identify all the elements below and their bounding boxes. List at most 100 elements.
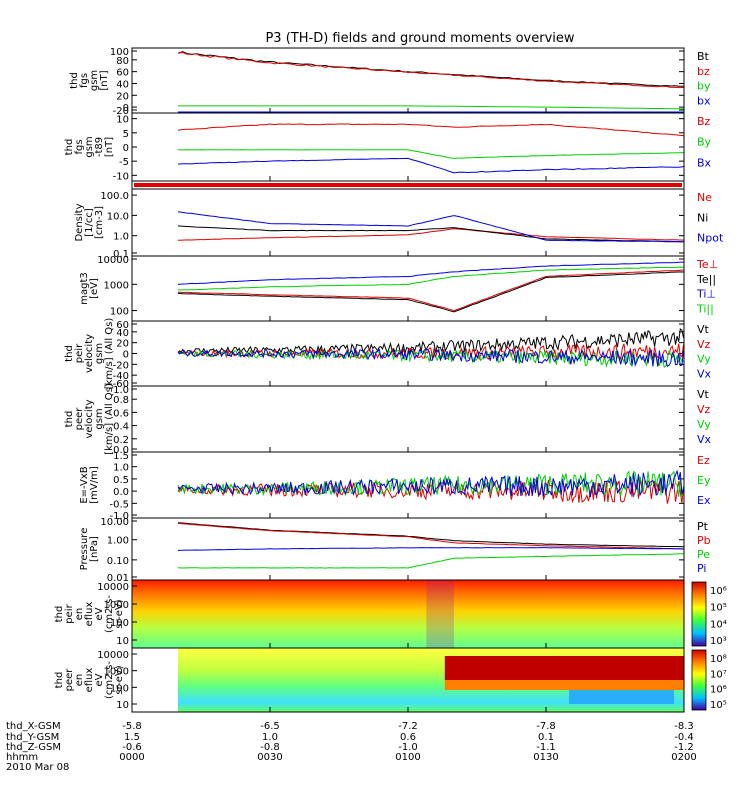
x-tick-label: 0130 bbox=[533, 752, 558, 763]
y-axis-label: magt3 bbox=[79, 272, 90, 305]
y-tick-label: 100 bbox=[110, 307, 129, 318]
series-Vt-line bbox=[177, 328, 684, 355]
y-tick-label: -60 bbox=[113, 379, 129, 390]
legend-entry-Ne: Ne bbox=[697, 191, 712, 204]
y-tick-label: -20 bbox=[113, 360, 129, 371]
y-tick-label: 5 bbox=[123, 129, 129, 140]
x-tick-label: -6.5 bbox=[260, 721, 280, 732]
x-tick-label: -1.0 bbox=[398, 742, 418, 753]
legend-entry-by: by bbox=[697, 80, 711, 93]
legend-entry-Pe: Pe bbox=[697, 548, 710, 561]
y-tick-label: 80 bbox=[116, 56, 129, 67]
panel-4: 10000 1000 100 magt3 [eV] Te⊥ Te|| Ti⊥Ti|| bbox=[79, 255, 718, 322]
y-tick-label: -5 bbox=[119, 157, 129, 168]
y-axis-label: peer bbox=[74, 407, 85, 431]
y-tick-label: -1.0 bbox=[109, 511, 129, 522]
legend-entry-Ey: Ey bbox=[697, 474, 711, 487]
colorbar-tick-label: 10⁶ bbox=[710, 586, 727, 597]
y-axis-label: en bbox=[74, 608, 85, 621]
y-tick-label: -10 bbox=[113, 171, 129, 182]
y-axis-label: eflux bbox=[84, 602, 95, 627]
y-axis-label: gsm bbox=[94, 408, 105, 429]
series-Pi-line bbox=[177, 547, 685, 551]
y-axis-label: fgs bbox=[79, 73, 90, 88]
legend-entry-Pi: Pi bbox=[697, 562, 706, 575]
series-Te⊥-line bbox=[177, 269, 685, 312]
series-Bt-line bbox=[177, 51, 685, 87]
panel-6: 1.00.8 0.6 0.4 0.20.0 thd peer velocity gsm [km/… bbox=[64, 383, 712, 456]
y-axis-label: thd bbox=[54, 606, 65, 623]
series-Bz-line bbox=[177, 123, 685, 137]
y-tick-label: 1000 bbox=[104, 280, 129, 291]
x-axis-row-label: 2010 Mar 08 bbox=[6, 762, 69, 773]
spectrogram-hot-band bbox=[444, 656, 684, 680]
spectrogram-cold-band bbox=[569, 690, 674, 704]
y-tick-label: 1.0 bbox=[113, 463, 129, 474]
x-tick-label: -1.1 bbox=[536, 742, 556, 753]
y-tick-label: 100 bbox=[110, 618, 129, 629]
y-tick-label: 0.8 bbox=[113, 395, 129, 406]
y-axis-label: [nT] bbox=[104, 137, 115, 157]
legend-entry-Ni: Ni bbox=[697, 211, 708, 224]
y-tick-label: 10000 bbox=[97, 650, 129, 661]
y-tick-label: 1000 bbox=[104, 600, 129, 611]
panel-2: 10 5 0 -5 -10 thd fgs gsm -t89 [nT] Bz By Bx bbox=[64, 112, 712, 182]
legend-entry-Te||: Te|| bbox=[696, 273, 716, 286]
legend-entry-Vx: Vx bbox=[697, 433, 712, 446]
y-axis-label: thd bbox=[64, 411, 75, 428]
colorbar-tick-label: 10⁸ bbox=[710, 654, 727, 665]
y-axis-label: velocity bbox=[84, 334, 95, 373]
series-Te||-line bbox=[177, 271, 685, 313]
chart-title: P3 (TH-D) fields and ground moments over… bbox=[265, 31, 574, 46]
y-axis-label: eV bbox=[94, 673, 105, 686]
y-axis-label: peer bbox=[64, 668, 75, 692]
y-tick-label: 10.0 bbox=[107, 211, 129, 222]
y-tick-label: 0.6 bbox=[113, 408, 129, 419]
y-tick-label: 0.10 bbox=[107, 556, 129, 567]
y-tick-label: -0.5 bbox=[109, 499, 129, 510]
y-axis-label: [nPa] bbox=[89, 536, 100, 562]
y-tick-label: -40 bbox=[113, 371, 129, 382]
y-axis-label: velocity bbox=[84, 399, 95, 438]
y-tick-label: 20 bbox=[116, 339, 129, 350]
y-axis-label: gsm bbox=[84, 136, 95, 157]
y-tick-label: 0.01 bbox=[107, 573, 129, 584]
colorbar-tick-label: 10⁷ bbox=[710, 669, 727, 680]
y-tick-label: 60 bbox=[116, 320, 129, 331]
colorbar-tick-label: 10⁵ bbox=[710, 603, 727, 614]
y-axis-label: (cm2-s- bbox=[104, 595, 115, 633]
y-axis-label: peir bbox=[74, 343, 85, 363]
y-axis-label: -t89 bbox=[94, 137, 105, 157]
y-axis-label: eflux bbox=[84, 668, 95, 693]
y-axis-label: thd bbox=[64, 139, 75, 156]
y-tick-label: 1.00 bbox=[107, 536, 129, 547]
y-tick-label: 1.5 bbox=[113, 451, 129, 462]
y-tick-label: 0.5 bbox=[113, 475, 129, 486]
legend-entry-Vx: Vx bbox=[697, 367, 712, 380]
colorbar-tick-label: 10⁶ bbox=[710, 685, 727, 696]
y-axis-label: [mV/m] bbox=[89, 466, 100, 504]
series-by-line bbox=[178, 105, 685, 110]
x-axis-row-label: hhmm bbox=[6, 752, 38, 763]
y-axis-label: thd bbox=[54, 672, 65, 689]
y-tick-label: 0.0 bbox=[113, 487, 129, 498]
y-tick-label: 0.4 bbox=[113, 422, 129, 433]
series-Ex-line bbox=[177, 470, 684, 498]
colorbar bbox=[691, 649, 707, 711]
legend-entry-Ti||: Ti|| bbox=[696, 302, 714, 315]
y-axis-label: sr-eV) bbox=[114, 665, 125, 694]
y-axis-label: [nT] bbox=[99, 70, 110, 90]
x-tick-label: -7.2 bbox=[398, 721, 418, 732]
panel-7: 1.51.00.50.0-0.5-1.0 E=-VxB [mV/m] Ez Ey Ex bbox=[79, 451, 711, 522]
y-tick-label: 1.0 bbox=[113, 385, 129, 396]
panel-10: 10⁸ 10⁷ 10⁶ 10⁵ 10000 1000 100 10 thd peer en eflux… bbox=[54, 647, 727, 713]
spectrogram-image bbox=[132, 580, 684, 648]
series-Pe-line bbox=[177, 553, 685, 569]
y-tick-label: 10000 bbox=[97, 582, 129, 593]
panel-frame bbox=[131, 517, 685, 581]
y-axis-label: [cm-3] bbox=[94, 206, 105, 239]
legend-entry-bz: bz bbox=[697, 65, 710, 78]
